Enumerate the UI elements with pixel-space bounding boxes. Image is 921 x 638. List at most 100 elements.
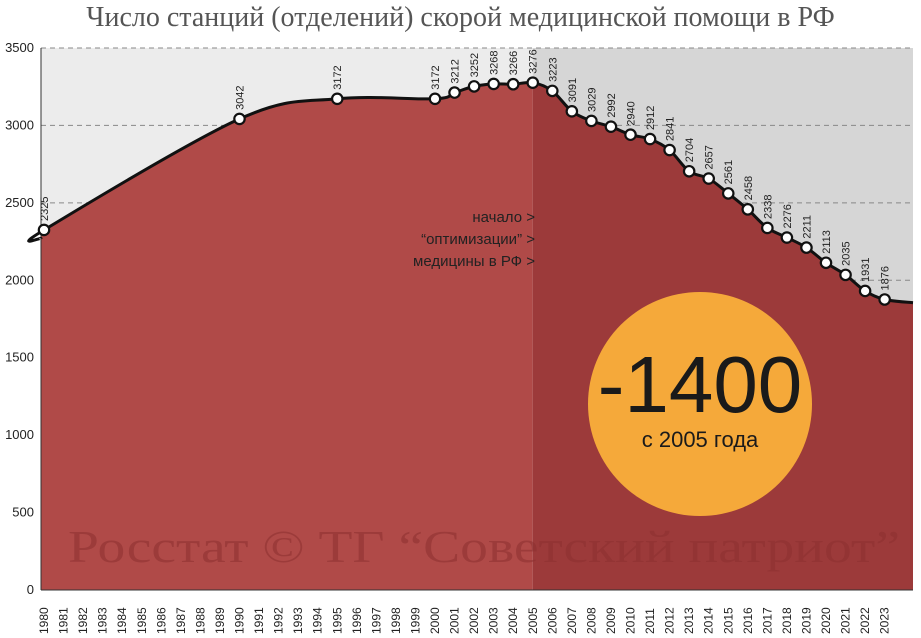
- data-point: [448, 86, 461, 99]
- annotation-line: “оптимизации” >: [421, 231, 535, 248]
- x-tick-label: 2019: [799, 607, 813, 634]
- annotation-layer: начало > “оптимизации” > медицины в РФ >: [413, 209, 535, 270]
- data-label: 2704: [684, 138, 696, 162]
- x-tick-label: 2014: [702, 607, 716, 634]
- annotation-line: медицины в РФ >: [413, 253, 535, 270]
- x-tick-label: 1981: [57, 607, 71, 634]
- data-point: [37, 223, 51, 237]
- watermark-text: Росстат © ТГ “Советский патриот”: [68, 521, 900, 572]
- x-tick-label: 2000: [428, 607, 442, 634]
- data-label: 3172: [332, 65, 344, 89]
- x-tick-label: 1991: [252, 607, 266, 634]
- x-tick-label: 2010: [624, 607, 638, 634]
- data-point: [506, 77, 520, 91]
- x-tick-label: 2007: [565, 607, 579, 634]
- y-tick-label: 1500: [5, 350, 34, 365]
- data-point: [233, 112, 246, 126]
- data-label: 3212: [450, 59, 462, 83]
- x-tick-label: 2013: [682, 607, 696, 634]
- x-tick-label: 2017: [760, 607, 774, 634]
- data-label: 2113: [821, 230, 833, 254]
- x-tick-label: 1983: [96, 607, 110, 634]
- x-tick-label: 2023: [878, 607, 892, 634]
- data-point: [585, 114, 598, 128]
- x-tick-label: 2012: [663, 607, 677, 634]
- x-tick-label: 1995: [330, 607, 344, 634]
- x-tick-label: 1989: [213, 607, 227, 634]
- x-tick-label: 2006: [545, 607, 559, 634]
- x-tick-label: 1982: [76, 607, 90, 634]
- data-label: 1876: [880, 266, 892, 290]
- data-label: 2325: [39, 196, 51, 220]
- data-label: 2940: [626, 101, 638, 125]
- y-tick-label: 500: [12, 505, 34, 520]
- y-tick-label: 3000: [5, 117, 34, 132]
- data-point: [526, 76, 540, 89]
- x-tick-label: 2011: [643, 608, 657, 634]
- data-point: [721, 187, 735, 200]
- data-point: [800, 241, 813, 254]
- x-tick-label: 2020: [819, 607, 833, 634]
- x-tick-label: 1988: [193, 607, 207, 634]
- data-label: 3266: [508, 51, 520, 75]
- x-tick-label: 1985: [135, 607, 149, 634]
- annotation-line: начало >: [472, 209, 535, 226]
- y-tick-label: 2500: [5, 195, 34, 210]
- y-tick-label: 0: [27, 582, 34, 597]
- y-tick-label: 3500: [5, 40, 34, 55]
- x-tick-label: 2021: [839, 607, 853, 634]
- x-tick-label: 2009: [604, 607, 618, 634]
- data-label: 1931: [860, 257, 872, 281]
- data-point: [741, 203, 755, 216]
- x-tick-label: 1987: [174, 607, 188, 634]
- data-point: [330, 92, 344, 106]
- chart-title: Число станций (отделений) скорой медицин…: [86, 2, 835, 33]
- watermark-layer: Росстат © ТГ “Советский патриот”: [68, 521, 900, 572]
- data-points: 2325 3042 3172 3172 3212 3252 3268 3266 3276 3223…: [37, 49, 892, 306]
- x-tick-label: 1980: [37, 607, 51, 634]
- x-tick-label: 2018: [780, 607, 794, 634]
- badge-value: -1400: [598, 340, 803, 429]
- data-label: 3223: [547, 57, 559, 81]
- data-point: [858, 284, 872, 298]
- data-label: 2211: [801, 215, 813, 239]
- data-label: 3268: [489, 50, 501, 74]
- badge-circle: [588, 292, 812, 516]
- y-tick-label: 2000: [5, 272, 34, 287]
- data-label: 3172: [430, 65, 442, 89]
- data-label: 3029: [586, 87, 598, 111]
- data-label: 2657: [704, 145, 716, 169]
- badge-caption: с 2005 года: [642, 427, 759, 452]
- data-point: [487, 77, 500, 91]
- data-label: 3252: [469, 53, 481, 77]
- x-tick-label: 2016: [741, 607, 755, 634]
- x-tick-label: 1996: [350, 607, 364, 634]
- x-tick-label: 1990: [233, 607, 247, 634]
- data-label: 2561: [723, 160, 735, 184]
- y-axis: 0 500 1000 1500 2000 2500 3000 3500: [5, 40, 42, 597]
- data-label: 2992: [606, 93, 618, 117]
- x-axis: 1980 1981 1982 1983 1984 1985 1986 1987 1988 1989…: [37, 589, 913, 634]
- data-point: [663, 143, 676, 157]
- x-tick-label: 2015: [721, 607, 735, 634]
- data-label: 2458: [743, 176, 755, 200]
- data-point: [624, 128, 637, 142]
- data-label: 2338: [762, 194, 774, 218]
- data-label: 2912: [645, 106, 657, 130]
- x-tick-label: 1994: [311, 607, 325, 634]
- x-tick-label: 2005: [526, 607, 540, 634]
- x-tick-label: 2004: [506, 607, 520, 634]
- data-point: [545, 84, 559, 98]
- data-label: 3042: [235, 85, 247, 109]
- x-tick-label: 1984: [115, 607, 129, 634]
- x-tick-label: 2001: [448, 607, 462, 634]
- data-point: [761, 221, 774, 235]
- data-point: [565, 105, 579, 118]
- data-label: 3276: [528, 49, 540, 73]
- x-tick-label: 1997: [369, 607, 383, 634]
- x-tick-label: 1992: [272, 607, 286, 634]
- x-tick-label: 2002: [467, 607, 481, 634]
- data-point: [878, 293, 891, 306]
- data-point: [702, 172, 715, 185]
